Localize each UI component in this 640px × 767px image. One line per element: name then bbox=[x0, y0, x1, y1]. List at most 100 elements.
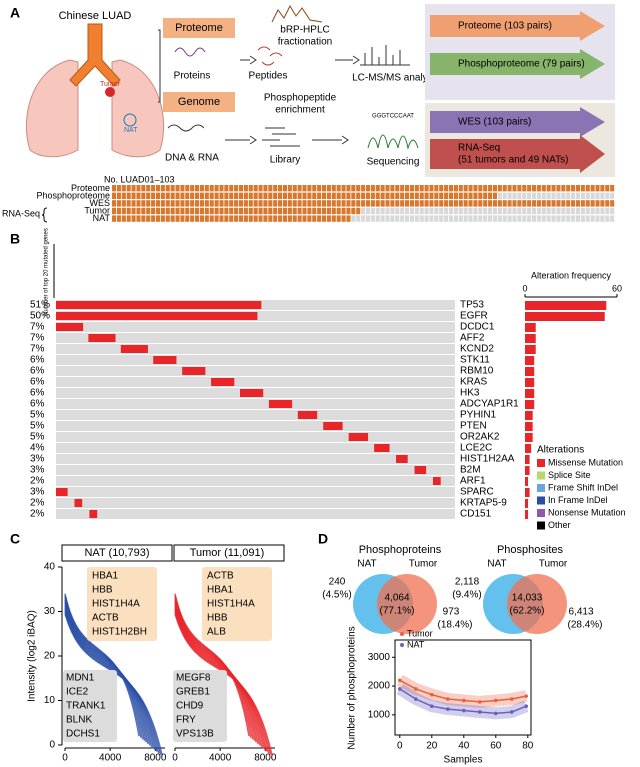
sample-cell bbox=[341, 215, 346, 222]
sample-cell bbox=[370, 192, 375, 199]
sample-cell bbox=[151, 207, 156, 215]
sample-cell bbox=[356, 192, 361, 199]
gene-name: EGFR bbox=[460, 311, 488, 322]
sample-cell bbox=[229, 215, 234, 222]
freq-bar bbox=[525, 301, 607, 310]
sample-cell bbox=[170, 215, 175, 222]
sample-cell bbox=[302, 192, 307, 199]
sample-cell bbox=[243, 200, 248, 207]
sample-cell bbox=[395, 207, 400, 215]
sample-cell bbox=[346, 192, 351, 199]
sample-cell bbox=[444, 207, 449, 215]
gene-name: AFF2 bbox=[460, 333, 485, 344]
freq-label: 5% bbox=[30, 410, 45, 421]
freq-label: 7% bbox=[30, 344, 45, 355]
label: (9.4%) bbox=[452, 590, 481, 601]
freq-bar bbox=[525, 312, 605, 321]
sample-cell bbox=[595, 185, 600, 192]
label: NAT bbox=[93, 213, 111, 223]
sample-cell bbox=[336, 185, 341, 192]
protein-label: VPS13B bbox=[176, 729, 214, 740]
sample-cell bbox=[234, 207, 239, 215]
sample-cell bbox=[346, 185, 351, 192]
sample-cell bbox=[278, 207, 283, 215]
sample-cell bbox=[527, 192, 532, 199]
sample-cell bbox=[492, 215, 497, 222]
sample-cell bbox=[414, 207, 419, 215]
sample-cell bbox=[590, 185, 595, 192]
sample-cell bbox=[263, 192, 268, 199]
sample-cell bbox=[497, 215, 502, 222]
label: NAT bbox=[357, 559, 376, 570]
protein-label: HBA1 bbox=[207, 585, 234, 596]
freq-label: 5% bbox=[30, 432, 45, 443]
sample-cell bbox=[600, 215, 605, 222]
label: Peptides bbox=[249, 71, 288, 82]
sample-cell bbox=[268, 215, 273, 222]
sample-cell bbox=[199, 215, 204, 222]
sample-cell bbox=[595, 200, 600, 207]
sample-cell bbox=[571, 200, 576, 207]
sample-cell bbox=[243, 192, 248, 199]
sample-cell bbox=[536, 185, 541, 192]
sample-cell bbox=[175, 185, 180, 192]
sample-cell bbox=[336, 192, 341, 199]
sample-cell bbox=[414, 185, 419, 192]
gene-row-bg bbox=[56, 410, 455, 420]
sample-cell bbox=[512, 215, 517, 222]
sample-cell bbox=[219, 192, 224, 199]
sample-cell bbox=[527, 200, 532, 207]
sample-cell bbox=[400, 200, 405, 207]
axis-title: Alteration frequency bbox=[531, 270, 612, 280]
sample-cell bbox=[429, 207, 434, 215]
protein-label: ALB bbox=[207, 627, 226, 638]
sample-cell bbox=[595, 215, 600, 222]
sample-cell bbox=[248, 192, 253, 199]
sample-cell bbox=[556, 185, 561, 192]
sample-cell bbox=[234, 185, 239, 192]
sample-cell bbox=[429, 215, 434, 222]
sample-cell bbox=[561, 207, 566, 215]
sample-cell bbox=[307, 215, 312, 222]
sample-cell bbox=[126, 185, 131, 192]
sample-row bbox=[112, 207, 615, 215]
sample-cell bbox=[453, 185, 458, 192]
sample-cell bbox=[229, 192, 234, 199]
sample-cell bbox=[160, 207, 165, 215]
sample-cell bbox=[492, 207, 497, 215]
sample-cell bbox=[136, 215, 141, 222]
sample-cell bbox=[405, 185, 410, 192]
sample-cell bbox=[478, 200, 483, 207]
sample-cell bbox=[478, 192, 483, 199]
label: NAT bbox=[487, 559, 506, 570]
output-arrow bbox=[430, 107, 605, 137]
sample-cell bbox=[214, 185, 219, 192]
sample-cell bbox=[395, 192, 400, 199]
sample-cell bbox=[370, 200, 375, 207]
sample-cell bbox=[292, 207, 297, 215]
sample-cell bbox=[605, 192, 610, 199]
legend-label: Frame Shift InDel bbox=[548, 482, 618, 492]
label: Phosphoproteome bbox=[36, 190, 110, 200]
sample-cell bbox=[341, 200, 346, 207]
sample-cell bbox=[517, 192, 522, 199]
sample-cell bbox=[287, 192, 292, 199]
mutation-run bbox=[268, 400, 293, 408]
legend-label: Tumor bbox=[407, 628, 433, 638]
sample-cell bbox=[561, 200, 566, 207]
sample-cell bbox=[575, 185, 581, 192]
point bbox=[524, 704, 528, 709]
sample-cell bbox=[522, 192, 527, 199]
sample-cell bbox=[204, 192, 209, 199]
sample-cell bbox=[302, 207, 307, 215]
sample-cell bbox=[185, 200, 190, 207]
protein-label: HIST1H4A bbox=[92, 599, 140, 610]
sample-cell bbox=[444, 192, 449, 199]
sample-cell bbox=[282, 185, 288, 192]
sample-cell bbox=[502, 207, 507, 215]
sample-cell bbox=[448, 185, 454, 192]
output-arrow bbox=[430, 49, 605, 79]
sample-cell bbox=[395, 185, 400, 192]
sample-cell bbox=[483, 200, 488, 207]
label: Phosphoproteins bbox=[359, 544, 442, 556]
